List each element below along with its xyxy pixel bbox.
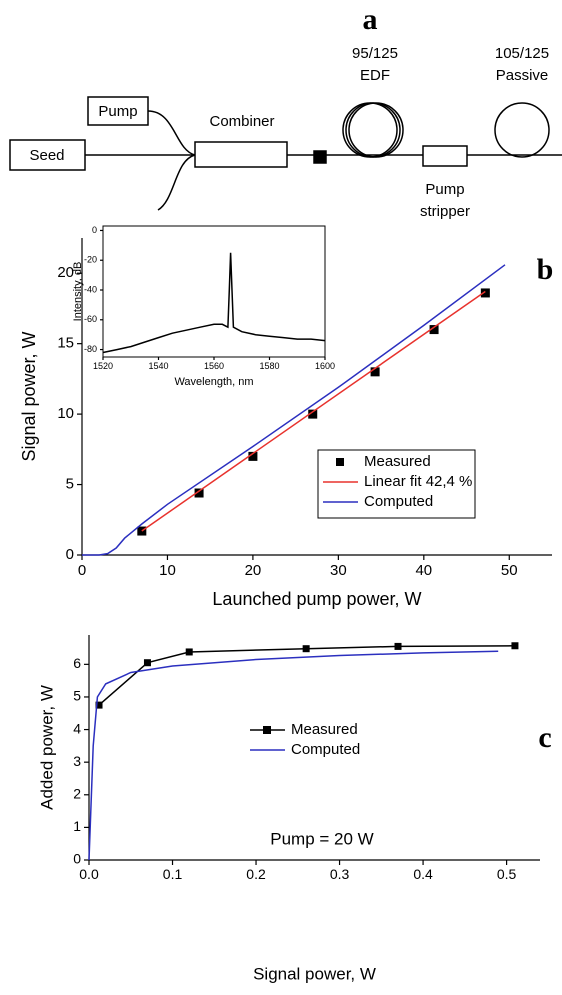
y-tick-label: 6	[73, 655, 81, 671]
marker	[370, 367, 380, 377]
x-axis-label: Wavelength, nm	[174, 376, 253, 388]
marker	[302, 645, 310, 653]
y-tick-label: 3	[73, 753, 81, 769]
label: Pump	[425, 181, 464, 198]
x-tick-label: 0.5	[497, 866, 517, 882]
x-tick-label: 0.2	[246, 866, 266, 882]
marker	[143, 659, 151, 667]
y-axis-label: Intensity, dB	[72, 262, 84, 322]
x-tick-label: 0	[78, 562, 86, 579]
label: Seed	[29, 147, 64, 164]
series-line	[82, 264, 506, 556]
splice	[313, 150, 327, 164]
legend-marker	[263, 726, 271, 734]
y-tick-label: 2	[73, 785, 81, 801]
x-tick-label: 1540	[148, 361, 168, 371]
pump-fiber	[147, 110, 196, 211]
x-tick-label: 1560	[204, 361, 224, 371]
y-tick-label: 15	[57, 335, 74, 352]
edf-coil	[345, 102, 401, 158]
panel-label: c	[538, 721, 551, 754]
y-axis-label: Signal power, W	[19, 331, 39, 461]
label: 95/125	[352, 45, 398, 62]
legend-marker	[336, 458, 344, 466]
panel-label: b	[537, 253, 554, 286]
passive-coil	[494, 102, 550, 158]
x-tick-label: 0.1	[163, 866, 183, 882]
x-tick-label: 50	[501, 562, 518, 579]
legend-label: Measured	[291, 721, 358, 738]
y-tick-label: -20	[84, 255, 97, 265]
y-tick-label: -60	[84, 314, 97, 324]
x-tick-label: 0.3	[330, 866, 350, 882]
legend-label: Computed	[364, 493, 433, 510]
label: Pump	[98, 103, 137, 120]
y-tick-label: 20	[57, 264, 74, 281]
label: Passive	[496, 67, 549, 84]
x-axis-label: Signal power, W	[253, 964, 376, 983]
y-tick-label: -40	[84, 284, 97, 294]
x-tick-label: 1600	[315, 361, 335, 371]
plot-frame	[102, 225, 326, 358]
x-tick-label: 40	[415, 562, 432, 579]
marker	[429, 325, 439, 335]
x-tick-label: 1580	[259, 361, 279, 371]
series-line	[141, 290, 486, 532]
marker	[308, 409, 318, 419]
y-tick-label: 0	[92, 225, 97, 235]
legend-box	[317, 449, 476, 519]
label: 105/125	[495, 45, 549, 62]
marker	[480, 288, 490, 298]
marker	[248, 451, 258, 461]
label: stripper	[420, 203, 470, 220]
legend-label: Computed	[291, 741, 360, 758]
legend-label: Measured	[364, 453, 431, 470]
marker	[394, 642, 402, 650]
y-tick-label: 1	[73, 818, 81, 834]
x-tick-label: 1520	[93, 361, 113, 371]
y-tick-label: 5	[66, 476, 74, 493]
label: Combiner	[209, 113, 274, 130]
y-tick-label: 5	[73, 688, 81, 704]
y-tick-label: -80	[84, 344, 97, 354]
annotation: Pump = 20 W	[270, 829, 373, 848]
marker	[137, 526, 147, 536]
fiber-laser-diagram	[9, 96, 562, 211]
combiner-box	[194, 141, 288, 168]
x-tick-label: 30	[330, 562, 347, 579]
y-tick-label: 0	[66, 546, 74, 563]
y-tick-label: 10	[57, 405, 74, 422]
x-axis-label: Launched pump power, W	[212, 589, 421, 609]
marker	[185, 648, 193, 656]
y-tick-label: 0	[73, 851, 81, 867]
marker	[511, 642, 519, 650]
x-tick-label: 20	[245, 562, 262, 579]
y-axis-label: Added power, W	[37, 685, 56, 810]
marker	[95, 701, 103, 709]
edf-coil	[342, 102, 398, 158]
series-line	[102, 252, 326, 354]
y-tick-label: 4	[73, 720, 81, 736]
panel-label: a	[363, 3, 378, 36]
x-tick-label: 0.4	[413, 866, 433, 882]
series-line	[98, 645, 515, 706]
marker	[194, 488, 204, 498]
legend-label: Linear fit 42,4 %	[364, 473, 472, 490]
x-tick-label: 0.0	[79, 866, 99, 882]
seed-box	[9, 139, 86, 171]
series-line	[88, 650, 499, 861]
edf-coil	[348, 102, 404, 158]
pump-box	[87, 96, 149, 126]
pump-stripper-box	[422, 145, 468, 167]
label: EDF	[360, 67, 390, 84]
x-tick-label: 10	[159, 562, 176, 579]
